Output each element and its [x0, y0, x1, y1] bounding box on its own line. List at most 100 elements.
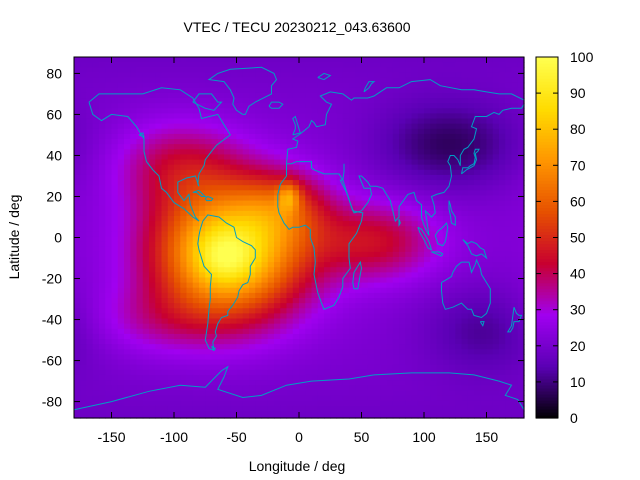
- heatmap-cell: [349, 328, 356, 335]
- heatmap-cell: [392, 159, 400, 166]
- heatmap-cell: [105, 215, 113, 222]
- heatmap-cell: [280, 67, 288, 73]
- heatmap-cell: [317, 369, 325, 376]
- heatmap-cell: [236, 72, 244, 79]
- heatmap-cell: [430, 374, 438, 381]
- heatmap-cell: [105, 349, 113, 356]
- heatmap-cell: [161, 241, 169, 248]
- heatmap-cell: [261, 154, 269, 161]
- heatmap-cell: [124, 195, 131, 202]
- heatmap-cell: [292, 164, 300, 171]
- heatmap-cell: [292, 303, 300, 309]
- heatmap-cell: [217, 369, 225, 376]
- heatmap-cell: [205, 149, 213, 156]
- heatmap-cell: [217, 200, 225, 207]
- heatmap-cell: [199, 174, 206, 181]
- heatmap-cell: [111, 313, 119, 320]
- heatmap-cell: [205, 159, 213, 166]
- heatmap-cell: [374, 272, 381, 279]
- heatmap-cell: [186, 328, 194, 335]
- heatmap-cell: [361, 287, 369, 294]
- heatmap-cell: [449, 139, 456, 145]
- heatmap-cell: [105, 395, 113, 402]
- heatmap-cell: [330, 144, 338, 150]
- heatmap-cell: [424, 318, 431, 325]
- heatmap-cell: [299, 308, 306, 314]
- heatmap-cell: [424, 149, 431, 156]
- heatmap-cell: [217, 256, 225, 263]
- heatmap-cell: [205, 380, 213, 386]
- heatmap-cell: [449, 174, 456, 181]
- heatmap-cell: [392, 92, 400, 99]
- heatmap-cell: [192, 246, 200, 253]
- heatmap-cell: [467, 72, 475, 79]
- heatmap-cell: [167, 215, 175, 222]
- heatmap-cell: [155, 369, 163, 376]
- heatmap-cell: [224, 241, 231, 248]
- heatmap-cell: [367, 154, 375, 161]
- heatmap-cell: [130, 231, 138, 238]
- heatmap-cell: [105, 359, 113, 366]
- heatmap-cell: [480, 236, 488, 243]
- heatmap-cell: [330, 308, 338, 314]
- heatmap-cell: [111, 400, 119, 407]
- heatmap-cell: [205, 323, 213, 330]
- heatmap-cell: [236, 92, 244, 99]
- heatmap-cell: [142, 77, 150, 84]
- heatmap-cell: [111, 205, 119, 212]
- heatmap-cell: [342, 313, 350, 320]
- heatmap-cell: [286, 262, 294, 268]
- heatmap-cell: [474, 174, 481, 181]
- heatmap-cell: [367, 313, 375, 320]
- heatmap-cell: [305, 267, 313, 273]
- heatmap-cell: [149, 62, 156, 68]
- heatmap-cell: [155, 282, 163, 289]
- heatmap-cell: [486, 221, 494, 227]
- heatmap-cell: [511, 262, 519, 268]
- heatmap-cell: [474, 333, 481, 340]
- heatmap-cell: [267, 210, 275, 217]
- heatmap-cell: [311, 159, 319, 166]
- heatmap-cell: [99, 369, 106, 376]
- heatmap-cell: [330, 128, 338, 135]
- heatmap-cell: [467, 364, 475, 371]
- heatmap-cell: [92, 123, 100, 130]
- heatmap-cell: [461, 262, 469, 268]
- heatmap-cell: [517, 308, 525, 314]
- heatmap-cell: [367, 195, 375, 202]
- heatmap-cell: [80, 385, 88, 391]
- heatmap-cell: [286, 400, 294, 407]
- heatmap-cell: [336, 113, 344, 120]
- heatmap-cell: [380, 174, 388, 181]
- heatmap-cell: [199, 139, 206, 145]
- heatmap-cell: [142, 246, 150, 253]
- heatmap-cell: [324, 256, 331, 263]
- heatmap-cell: [505, 77, 513, 84]
- heatmap-cell: [492, 139, 500, 145]
- heatmap-cell: [411, 385, 419, 391]
- heatmap-cell: [411, 246, 419, 253]
- heatmap-cell: [442, 159, 450, 166]
- heatmap-cell: [286, 103, 294, 109]
- heatmap-cell: [274, 154, 281, 161]
- heatmap-cell: [517, 103, 525, 109]
- heatmap-cell: [167, 405, 175, 412]
- heatmap-cell: [149, 292, 156, 299]
- heatmap-cell: [292, 339, 300, 345]
- heatmap-cell: [486, 139, 494, 145]
- heatmap-cell: [180, 159, 188, 166]
- heatmap-cell: [449, 128, 456, 135]
- heatmap-cell: [92, 82, 100, 89]
- heatmap-cell: [399, 210, 406, 217]
- heatmap-cell: [511, 113, 519, 120]
- heatmap-cell: [286, 185, 294, 191]
- heatmap-cell: [92, 241, 100, 248]
- heatmap-cell: [380, 190, 388, 197]
- heatmap-cell: [186, 118, 194, 125]
- heatmap-cell: [430, 287, 438, 294]
- heatmap-cell: [199, 236, 206, 243]
- heatmap-cell: [124, 333, 131, 340]
- heatmap-cell: [336, 298, 344, 304]
- heatmap-cell: [186, 133, 194, 140]
- heatmap-cell: [305, 164, 313, 171]
